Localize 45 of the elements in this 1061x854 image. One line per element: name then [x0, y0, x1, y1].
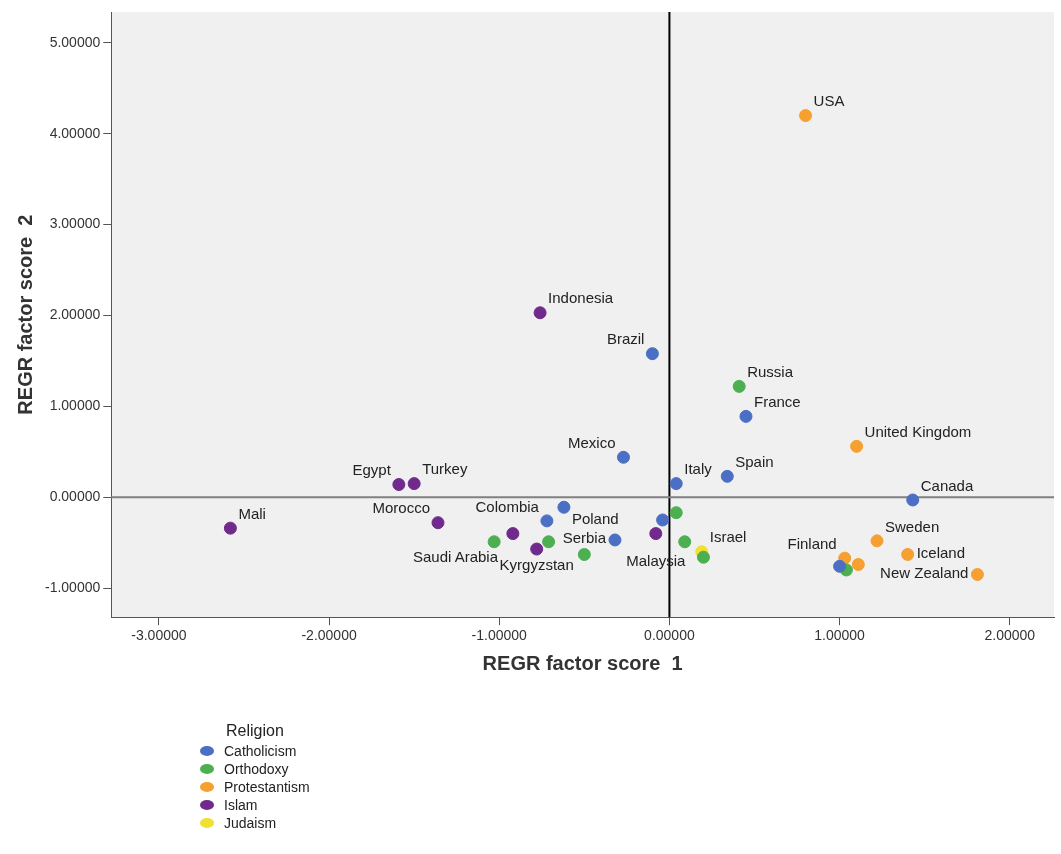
y-tick-label: 5.00000	[49, 33, 101, 50]
annotation: USA	[813, 92, 845, 110]
annotation: Saudi Arabia	[412, 548, 499, 566]
annotation: Brazil	[606, 330, 645, 348]
x-tick-label: 0.00000	[644, 627, 695, 644]
annotation: Egypt	[352, 461, 392, 479]
legend-title: Religion	[226, 722, 285, 740]
annotation: Morocco	[372, 499, 431, 517]
y-tick-label: 1.00000	[49, 397, 101, 414]
annotation: France	[754, 393, 801, 411]
annotation: Turkey	[422, 460, 468, 478]
annotation: New Zealand	[880, 564, 969, 582]
annotation: Iceland	[916, 544, 966, 562]
y-tick-label: 3.00000	[49, 215, 101, 232]
annotation: Mexico	[567, 433, 616, 451]
x-tick-label: 2.00000	[984, 627, 1036, 644]
y-tick-label: 4.00000	[49, 124, 101, 141]
annotation: Kyrgyzstan	[499, 555, 574, 573]
y-tick-label: 2.00000	[49, 306, 101, 323]
annotation: Finland	[787, 534, 837, 552]
annotation: Colombia	[475, 497, 540, 515]
legend-label: Protestantism	[224, 779, 310, 795]
annotation: Israel	[709, 528, 747, 546]
annotation: Russia	[747, 363, 794, 381]
legend-label: Catholicism	[224, 743, 297, 759]
legend-label: Orthodoxy	[224, 761, 289, 777]
x-tick-label: -3.00000	[131, 627, 187, 644]
annotation: Indonesia	[548, 289, 614, 307]
legend-label: Islam	[224, 797, 258, 813]
x-tick-label: -1.00000	[471, 627, 528, 644]
legend-label: Judaism	[224, 815, 277, 831]
x-axis-title: REGR factor score 1	[482, 651, 683, 674]
annotation: United Kingdom	[864, 423, 972, 440]
x-tick-label: -2.00000	[301, 627, 357, 644]
y-tick-label: 0.00000	[49, 488, 101, 505]
annotation: Italy	[684, 460, 713, 478]
annotation: Spain	[735, 452, 774, 470]
y-tick-label: -1.00000	[44, 578, 101, 595]
y-axis-title: REGR factor score 2	[13, 214, 36, 415]
annotation: Mali	[238, 504, 266, 522]
annotation: Canada	[920, 476, 974, 494]
x-tick-label: 1.00000	[814, 627, 866, 644]
annotation: Serbia	[562, 529, 607, 547]
annotation: Poland	[571, 509, 619, 527]
annotation: Sweden	[885, 517, 940, 535]
